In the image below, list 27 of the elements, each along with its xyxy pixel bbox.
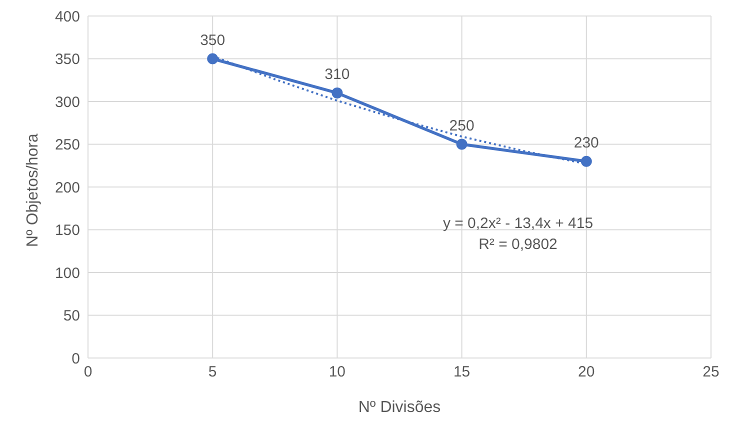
point bbox=[207, 53, 218, 64]
x-tick-label: 25 bbox=[702, 364, 720, 381]
x-tick-label: 5 bbox=[208, 364, 217, 381]
y-tick-label: 400 bbox=[54, 8, 80, 26]
y-tick-label: 250 bbox=[54, 136, 80, 154]
y-tick-label: 150 bbox=[54, 222, 80, 240]
data-label: 350 bbox=[200, 32, 226, 49]
y-tick-label: 200 bbox=[54, 179, 80, 196]
x-tick-label: 20 bbox=[578, 364, 595, 381]
point bbox=[332, 87, 343, 98]
y-axis-title: Nº Objetos/hora bbox=[24, 133, 42, 247]
annotation: R² = 0,9802 bbox=[478, 235, 558, 255]
point bbox=[456, 138, 468, 150]
y-tick-label: 100 bbox=[54, 264, 80, 282]
x-tick-label: 15 bbox=[453, 364, 470, 381]
y-tick-label: 0 bbox=[72, 350, 80, 368]
x-axis-title: Nº Divisões bbox=[358, 399, 441, 416]
data-label: 250 bbox=[449, 117, 474, 134]
x-tick-label: 0 bbox=[84, 364, 92, 381]
point bbox=[580, 156, 592, 167]
data-label: 310 bbox=[324, 66, 350, 83]
y-tick-label: 50 bbox=[63, 308, 80, 325]
y-tick-label: 300 bbox=[54, 94, 80, 111]
y-tick-label: 350 bbox=[54, 51, 80, 68]
data-label: 230 bbox=[574, 134, 599, 152]
x-tick-label: 10 bbox=[328, 364, 346, 381]
annotation: y = 0,2x² - 13,4x + 415 bbox=[442, 214, 594, 234]
